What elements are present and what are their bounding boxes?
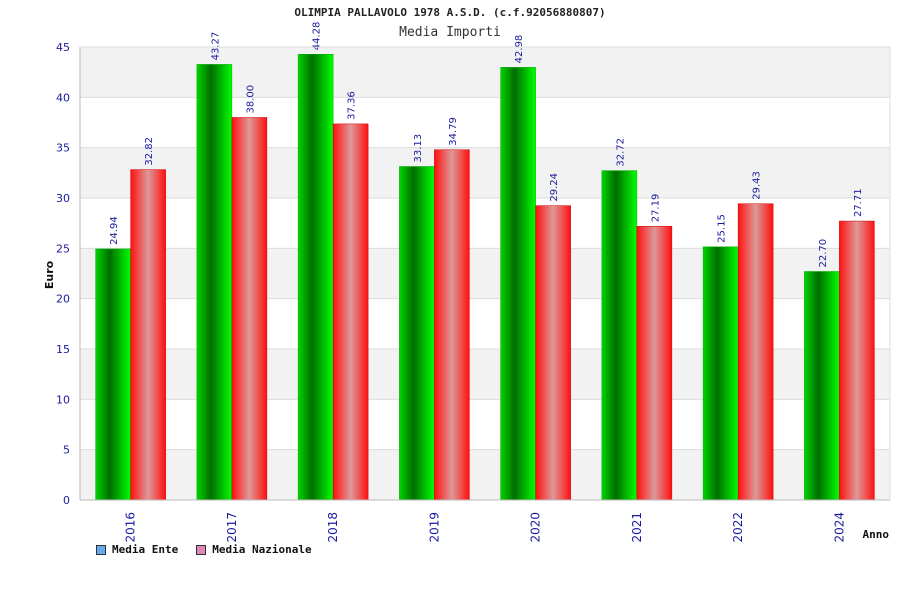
data-label: 29.24	[549, 173, 560, 202]
bar-nazionale	[636, 226, 673, 501]
y-tick-label: 0	[63, 494, 70, 507]
x-tick-label: 2022	[731, 512, 745, 543]
data-label: 27.71	[853, 188, 864, 217]
x-tick-label: 2019	[427, 512, 441, 543]
bar-nazionale	[130, 169, 166, 501]
y-tick-label: 30	[56, 192, 70, 205]
bar-ente	[702, 246, 739, 501]
bar-nazionale	[332, 123, 369, 501]
x-tick-label: 2016	[124, 512, 138, 543]
data-label: 25.15	[717, 214, 728, 243]
data-label: 37.36	[347, 91, 358, 120]
x-tick-label: 2024	[832, 512, 846, 543]
chart-title: OLIMPIA PALLAVOLO 1978 A.S.D. (c.f.92056…	[294, 6, 606, 19]
data-label: 29.43	[752, 171, 763, 200]
y-tick-label: 35	[56, 142, 70, 155]
y-tick-label: 45	[56, 41, 70, 54]
data-label: 34.79	[448, 117, 459, 146]
data-label: 42.98	[514, 35, 525, 64]
y-tick-label: 10	[56, 393, 70, 406]
chart-subtitle: Media Importi	[399, 25, 501, 40]
legend-item-ente: Media Ente	[96, 543, 178, 556]
x-tick-label: 2021	[630, 512, 644, 543]
x-tick-label: 2020	[529, 512, 543, 543]
bar-ente	[196, 64, 233, 501]
bar-ente	[500, 67, 536, 501]
y-tick-label: 25	[56, 242, 70, 255]
data-label: 32.82	[144, 137, 155, 166]
legend-label-ente: Media Ente	[112, 543, 179, 556]
bar-nazionale	[535, 205, 571, 501]
data-label: 44.28	[312, 22, 323, 51]
data-label: 32.72	[615, 138, 626, 167]
bar-nazionale	[231, 117, 268, 501]
data-label: 27.19	[650, 194, 661, 223]
bar-ente	[399, 166, 435, 501]
legend-swatch-nazionale	[196, 544, 207, 555]
y-tick-label: 40	[56, 91, 70, 104]
y-tick-label: 20	[56, 293, 70, 306]
y-tick-label: 5	[63, 444, 70, 457]
data-label: 38.00	[245, 85, 256, 114]
data-label: 24.94	[109, 216, 120, 245]
legend-swatch-ente	[96, 544, 106, 555]
bar-nazionale	[839, 220, 875, 501]
bar-nazionale	[737, 203, 774, 501]
data-label: 33.13	[413, 134, 424, 163]
x-tick-label: 2018	[326, 512, 340, 543]
bar-nazionale	[434, 149, 470, 501]
x-axis-label: Anno	[863, 528, 890, 541]
bar-ente	[297, 53, 334, 501]
data-label: 43.27	[210, 32, 221, 61]
y-tick-label: 15	[56, 343, 70, 356]
legend-item-nazionale: Media Nazionale	[196, 543, 312, 556]
bar-ente	[804, 271, 840, 501]
y-axis-label: Euro	[43, 260, 56, 289]
legend: Media Ente Media Nazionale	[96, 543, 312, 556]
bar-ente	[95, 248, 131, 501]
legend-label-nazionale: Media Nazionale	[212, 543, 312, 556]
data-label: 22.70	[818, 239, 829, 268]
x-tick-label: 2017	[225, 512, 239, 543]
bar-ente	[601, 170, 638, 501]
